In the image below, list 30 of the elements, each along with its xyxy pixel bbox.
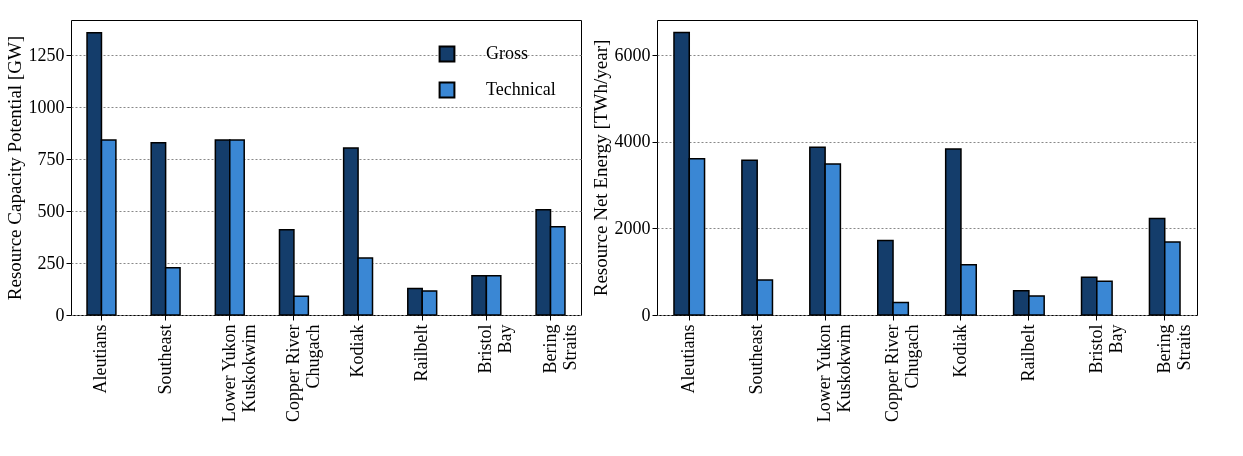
y-axis-title: Resource Net Energy [TWh/year] <box>589 39 611 297</box>
x-tick-label: Copper River Chugach <box>282 324 323 422</box>
x-tick-label: Railbelt <box>411 324 432 382</box>
x-tick-label: Railbelt <box>1017 324 1038 382</box>
x-tick-label: Lower Yukon Kuskokwim <box>218 324 259 423</box>
x-tick-label: Kodiak <box>949 324 970 378</box>
y-tick-label: 750 <box>37 148 65 169</box>
x-tick-label: Bering Straits <box>1153 324 1194 374</box>
y-tick-label: 500 <box>37 200 65 221</box>
x-tick-label: Bering Straits <box>539 324 580 374</box>
x-tick-label: Copper River Chugach <box>882 324 923 422</box>
y-axis-title: Resource Capacity Potential [GW] <box>3 35 25 301</box>
y-tick-label: 0 <box>641 304 651 325</box>
legend-label: Gross <box>486 43 529 63</box>
x-tick-label: Aleutians <box>90 324 111 394</box>
y-tick-label: 1250 <box>28 44 65 65</box>
x-tick-label: Kodiak <box>347 324 368 378</box>
y-tick-label: 6000 <box>614 44 651 65</box>
legend-label: Technical <box>486 79 556 99</box>
x-tick-label: Lower Yukon Kuskokwim <box>814 324 855 423</box>
y-tick-label: 0 <box>55 304 65 325</box>
x-tick-label: Southeast <box>154 324 175 395</box>
y-tick-label: 1000 <box>28 96 65 117</box>
x-tick-label: Aleutians <box>678 324 699 394</box>
x-tick-label: Bristol Bay <box>475 324 516 374</box>
x-tick-label: Southeast <box>746 324 767 395</box>
y-tick-label: 2000 <box>614 217 651 238</box>
y-tick-label: 4000 <box>614 131 651 152</box>
x-tick-label: Bristol Bay <box>1085 324 1126 374</box>
y-tick-label: 250 <box>37 252 65 273</box>
